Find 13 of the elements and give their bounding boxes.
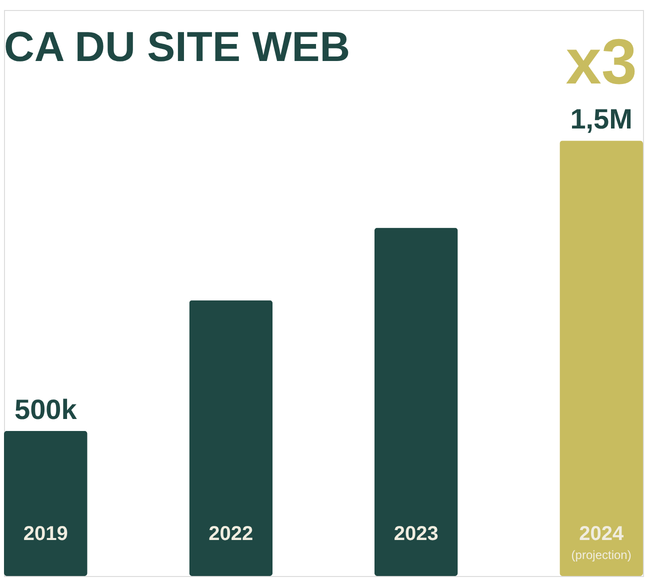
chart-title: CA DU SITE WEB: [4, 23, 350, 70]
annotation: x3: [566, 26, 637, 98]
bar: [189, 300, 273, 576]
x-tick-label: 2019: [23, 523, 68, 545]
bar: [374, 228, 458, 576]
data-label: 500k: [14, 394, 78, 425]
annotation: (projection): [571, 548, 632, 562]
bar: [4, 430, 88, 576]
x-tick-label: 2023: [394, 523, 438, 545]
bar: [560, 140, 643, 576]
x-tick-label: 2022: [208, 523, 254, 545]
x-tick-label: 2024: [579, 523, 624, 545]
data-label: 1,5M: [570, 104, 632, 135]
